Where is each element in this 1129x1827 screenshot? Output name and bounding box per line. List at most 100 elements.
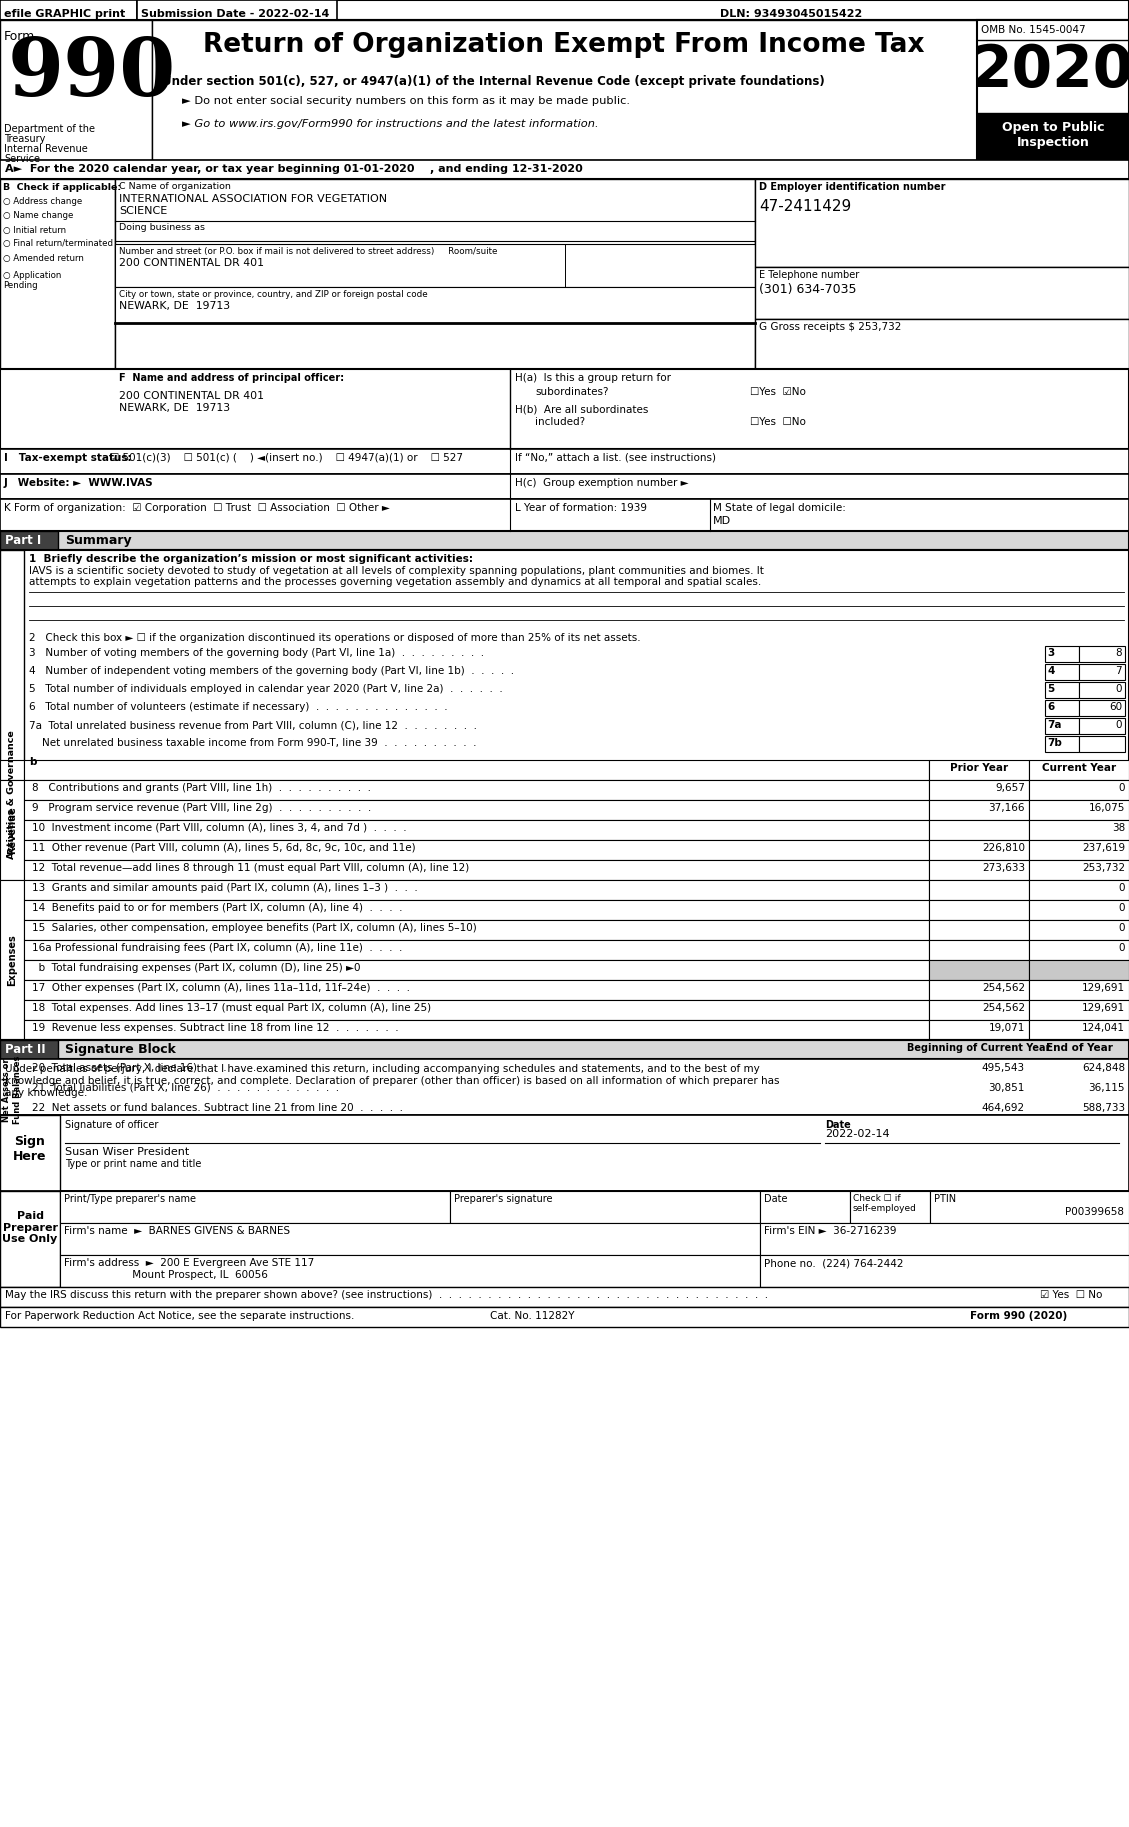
Text: ○ Amended return: ○ Amended return	[3, 254, 84, 263]
Text: City or town, state or province, country, and ZIP or foreign postal code: City or town, state or province, country…	[119, 290, 428, 300]
Text: 8: 8	[1115, 649, 1122, 658]
Text: efile GRAPHIC print: efile GRAPHIC print	[5, 9, 125, 18]
Text: 2   Check this box ► ☐ if the organization discontinued its operations or dispos: 2 Check this box ► ☐ if the organization…	[29, 632, 640, 643]
Bar	[115, 179, 755, 369]
Text: NEWARK, DE  19713: NEWARK, DE 19713	[119, 404, 230, 413]
Bar	[0, 1040, 24, 1060]
Text: 624,848: 624,848	[1082, 1063, 1124, 1072]
Bar	[1045, 736, 1079, 753]
Text: 273,633: 273,633	[982, 862, 1025, 873]
Text: K Form of organization:  ☑ Corporation  ☐ Trust  ☐ Association  ☐ Other ►: K Form of organization: ☑ Corporation ☐ …	[5, 502, 390, 513]
Bar	[24, 921, 929, 941]
Text: 7a  Total unrelated business revenue from Part VIII, column (C), line 12  .  .  : 7a Total unrelated business revenue from…	[29, 720, 476, 731]
Text: 13  Grants and similar amounts paid (Part IX, column (A), lines 1–3 )  .  .  .: 13 Grants and similar amounts paid (Part…	[32, 882, 418, 893]
Text: ► Go to www.irs.gov/Form990 for instructions and the latest information.: ► Go to www.irs.gov/Form990 for instruct…	[182, 119, 598, 130]
Text: 14  Benefits paid to or for members (Part IX, column (A), line 4)  .  .  .  .: 14 Benefits paid to or for members (Part…	[32, 903, 403, 914]
Bar	[1029, 800, 1129, 820]
Text: 19,071: 19,071	[989, 1023, 1025, 1032]
Text: 47-2411429: 47-2411429	[759, 199, 851, 214]
Bar	[1029, 1040, 1129, 1060]
Text: Doing business as: Doing business as	[119, 223, 205, 232]
Text: included?: included?	[535, 417, 585, 428]
Bar	[1029, 780, 1129, 800]
Bar	[1079, 681, 1124, 698]
Text: 990: 990	[8, 35, 176, 113]
Text: 0: 0	[1119, 903, 1124, 914]
Bar	[0, 780, 24, 881]
Text: 0: 0	[1115, 720, 1122, 731]
Bar	[60, 1255, 760, 1286]
Bar	[0, 1114, 1129, 1191]
Text: Return of Organization Exempt From Income Tax: Return of Organization Exempt From Incom…	[203, 33, 925, 58]
Bar	[850, 1191, 930, 1222]
Text: Phone no.  (224) 764-2442: Phone no. (224) 764-2442	[764, 1259, 903, 1268]
Text: ☐Yes  ☐No: ☐Yes ☐No	[750, 417, 806, 428]
Bar	[0, 1060, 1129, 1114]
Text: 38: 38	[1112, 822, 1124, 833]
Text: 17  Other expenses (Part IX, column (A), lines 11a–11d, 11f–24e)  .  .  .  .: 17 Other expenses (Part IX, column (A), …	[32, 983, 410, 994]
Text: 30,851: 30,851	[989, 1083, 1025, 1093]
Text: IAVS is a scientific society devoted to study of vegetation at all levels of com: IAVS is a scientific society devoted to …	[29, 566, 764, 576]
Text: 588,733: 588,733	[1082, 1104, 1124, 1113]
Text: SCIENCE: SCIENCE	[119, 206, 167, 216]
Bar	[0, 1040, 1129, 1060]
Bar	[0, 369, 1129, 449]
Text: 254,562: 254,562	[982, 1003, 1025, 1012]
Bar	[60, 1222, 760, 1255]
Bar	[1029, 921, 1129, 941]
Text: 3   Number of voting members of the governing body (Part VI, line 1a)  .  .  .  : 3 Number of voting members of the govern…	[29, 649, 484, 658]
Bar	[0, 1191, 60, 1286]
Text: ☑ Yes  ☐ No: ☑ Yes ☐ No	[1040, 1290, 1102, 1301]
Bar	[0, 760, 24, 780]
Text: 5: 5	[1047, 683, 1054, 694]
Bar	[24, 1040, 929, 1060]
Bar	[760, 1255, 1129, 1286]
Text: 4   Number of independent voting members of the governing body (Part VI, line 1b: 4 Number of independent voting members o…	[29, 667, 514, 676]
Bar	[1029, 881, 1129, 901]
Text: M State of legal domicile:: M State of legal domicile:	[714, 502, 846, 513]
Text: 254,562: 254,562	[982, 983, 1025, 994]
Bar	[0, 1306, 1129, 1326]
Text: 0: 0	[1119, 943, 1124, 954]
Bar	[755, 267, 1129, 320]
Text: 253,732: 253,732	[1082, 862, 1124, 873]
Bar	[1079, 736, 1124, 753]
Bar	[24, 979, 929, 999]
Bar	[1029, 820, 1129, 840]
Bar	[929, 921, 1029, 941]
Text: 8   Contributions and grants (Part VIII, line 1h)  .  .  .  .  .  .  .  .  .  .: 8 Contributions and grants (Part VIII, l…	[32, 784, 371, 793]
Text: Expenses: Expenses	[7, 934, 17, 987]
Text: NEWARK, DE  19713: NEWARK, DE 19713	[119, 301, 230, 311]
Bar	[0, 1286, 1129, 1306]
Text: 226,810: 226,810	[982, 842, 1025, 853]
Text: 15  Salaries, other compensation, employee benefits (Part IX, column (A), lines : 15 Salaries, other compensation, employe…	[32, 923, 476, 934]
Bar	[0, 473, 1129, 499]
Text: 7b: 7b	[1047, 738, 1062, 747]
Text: 3: 3	[1047, 649, 1054, 658]
Bar	[0, 1040, 58, 1060]
Text: 7: 7	[1115, 667, 1122, 676]
Text: 5   Total number of individuals employed in calendar year 2020 (Part V, line 2a): 5 Total number of individuals employed i…	[29, 683, 502, 694]
Bar	[760, 1222, 1129, 1255]
Text: Net unrelated business taxable income from Form 990-T, line 39  .  .  .  .  .  .: Net unrelated business taxable income fr…	[29, 738, 476, 747]
Text: 464,692: 464,692	[982, 1104, 1025, 1113]
Bar	[24, 1080, 929, 1100]
Bar	[1029, 979, 1129, 999]
Text: 1  Briefly describe the organization’s mission or most significant activities:: 1 Briefly describe the organization’s mi…	[29, 554, 473, 565]
Bar	[24, 780, 929, 800]
Text: Preparer's signature: Preparer's signature	[454, 1195, 552, 1204]
Bar	[1079, 663, 1124, 680]
Bar	[1045, 681, 1079, 698]
Text: 129,691: 129,691	[1082, 983, 1124, 994]
Text: 2022-02-14: 2022-02-14	[825, 1129, 890, 1138]
Text: 22  Net assets or fund balances. Subtract line 21 from line 20  .  .  .  .  .: 22 Net assets or fund balances. Subtract…	[32, 1104, 403, 1113]
Bar	[24, 1060, 929, 1080]
Bar	[755, 320, 1129, 369]
Bar	[24, 959, 929, 979]
Text: 12  Total revenue—add lines 8 through 11 (must equal Part VIII, column (A), line: 12 Total revenue—add lines 8 through 11 …	[32, 862, 470, 873]
Text: H(a)  Is this a group return for: H(a) Is this a group return for	[515, 373, 671, 384]
Bar	[929, 760, 1029, 780]
Bar	[1079, 700, 1124, 716]
Text: 11  Other revenue (Part VIII, column (A), lines 5, 6d, 8c, 9c, 10c, and 11e): 11 Other revenue (Part VIII, column (A),…	[32, 842, 415, 853]
Text: ☐Yes  ☑No: ☐Yes ☑No	[750, 387, 806, 396]
